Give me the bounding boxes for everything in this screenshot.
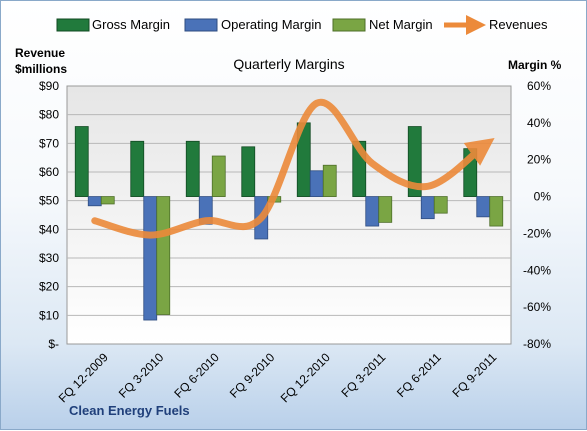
legend-label-net-margin: Net Margin <box>369 17 433 32</box>
bar-net-margin <box>489 196 504 227</box>
right-tick-label: 40% <box>527 116 551 130</box>
legend-item-net-margin: Net Margin <box>332 17 433 32</box>
bar-net-margin <box>211 155 226 197</box>
gross-margin-swatch <box>56 18 90 32</box>
x-tick-label: FQ 6-2011 <box>394 350 444 400</box>
bar-operating-margin <box>87 196 102 207</box>
legend-item-operating-margin: Operating Margin <box>184 17 321 32</box>
bar-gross-margin <box>241 146 256 197</box>
bar-net-margin <box>378 196 393 223</box>
right-tick-label: -60% <box>523 300 551 314</box>
bar-net-margin <box>433 196 448 214</box>
x-tick-label: FQ 12-2009 <box>56 350 111 405</box>
right-tick-label: 60% <box>527 79 551 93</box>
left-tick-label: $20 <box>39 280 59 294</box>
left-tick-label: $50 <box>39 194 59 208</box>
chart-title: Quarterly Margins <box>233 56 344 72</box>
revenues-line <box>91 98 495 239</box>
left-tick-label: $40 <box>39 222 59 236</box>
left-tick-label: $30 <box>39 251 59 265</box>
bar-net-margin <box>322 164 337 197</box>
company-name: Clean Energy Fuels <box>69 403 190 418</box>
x-tick-label: FQ 6-2010 <box>171 350 222 401</box>
right-tick-label: -80% <box>523 337 551 351</box>
legend-label-operating-margin: Operating Margin <box>221 17 321 32</box>
bar-operating-margin <box>476 196 491 218</box>
left-tick-label: $90 <box>39 79 59 93</box>
right-tick-label: -20% <box>523 226 551 240</box>
left-axis-title-line1: Revenue <box>15 46 65 60</box>
bar-gross-margin <box>130 140 145 197</box>
plot-area <box>66 85 512 345</box>
bar-gross-margin <box>74 126 89 197</box>
bar-net-margin <box>100 196 115 205</box>
left-axis-title-line2: $millions <box>15 62 67 76</box>
bar-operating-margin <box>309 170 324 197</box>
x-tick-label: FQ 9-2010 <box>227 350 278 401</box>
right-tick-label: -40% <box>523 263 551 277</box>
bar-operating-margin <box>365 196 380 227</box>
net-margin-swatch <box>332 18 366 32</box>
right-axis-title: Margin % <box>508 58 562 72</box>
left-tick-label: $- <box>48 337 59 351</box>
x-tick-label: FQ 3-2010 <box>116 350 167 401</box>
legend-item-gross-margin: Gross Margin <box>56 17 170 32</box>
bar-operating-margin <box>420 196 435 220</box>
legend-label-gross-margin: Gross Margin <box>92 17 170 32</box>
bar-operating-margin <box>143 196 158 321</box>
left-tick-label: $70 <box>39 136 59 150</box>
revenue-line-group <box>91 98 495 239</box>
x-tick-label: FQ 3-2011 <box>339 350 389 400</box>
legend-label-revenues: Revenues <box>489 17 548 32</box>
left-tick-label: $80 <box>39 108 59 122</box>
x-tick-label: FQ 9-2011 <box>450 350 500 400</box>
left-axis-ticks: $- $10 $20 $30 $40 $50 $60 $70 $80 $90 <box>39 79 59 351</box>
bars-group <box>74 122 504 321</box>
x-tick-label: FQ 12-2010 <box>278 350 333 405</box>
right-axis-ticks: -80% -60% -40% -20% 0% 20% 40% 60% <box>523 79 551 351</box>
right-tick-label: 0% <box>534 190 552 204</box>
bar-gross-margin <box>185 140 200 197</box>
legend: Gross Margin Operating Margin Net Margin… <box>56 15 548 35</box>
legend-item-revenues: Revenues <box>444 15 548 35</box>
operating-margin-swatch <box>184 18 218 32</box>
bar-net-margin <box>156 196 171 315</box>
left-tick-label: $10 <box>39 308 59 322</box>
bar-gross-margin <box>407 126 422 197</box>
x-axis-ticks: FQ 12-2009 FQ 3-2010 FQ 6-2010 FQ 9-2010 FQ … <box>56 350 500 405</box>
left-tick-label: $60 <box>39 165 59 179</box>
right-tick-label: 20% <box>527 153 551 167</box>
